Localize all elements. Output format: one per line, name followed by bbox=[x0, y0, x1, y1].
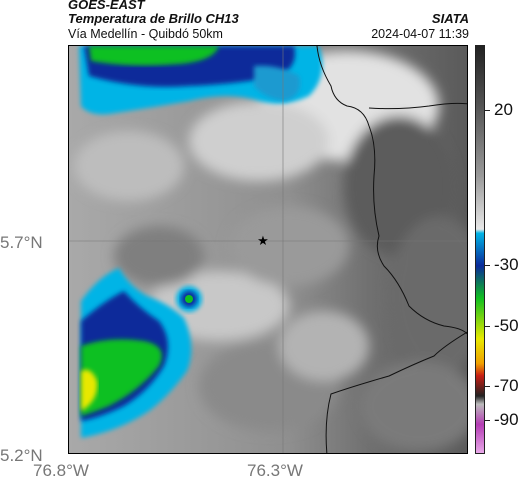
route-subtitle: Vía Medellín - Quibdó 50km bbox=[68, 27, 223, 41]
colorbar-tick bbox=[485, 265, 490, 266]
colorbar-tick bbox=[485, 326, 490, 327]
colorbar-label-20: 20 bbox=[494, 100, 513, 119]
grid-lines bbox=[69, 46, 467, 453]
cold-cloud-top-north bbox=[79, 46, 323, 115]
location-marker[interactable]: ★ bbox=[257, 233, 269, 248]
colorbar-label-minus-30: -30 bbox=[494, 255, 519, 274]
star-icon: ★ bbox=[257, 233, 269, 248]
colorbar bbox=[475, 45, 485, 454]
lon-label-76-8: 76.8°W bbox=[33, 461, 89, 480]
cold-cloud-top-southwest bbox=[81, 268, 202, 438]
lat-label-5-7: 5.7°N bbox=[0, 233, 43, 252]
colorbar-tick bbox=[485, 420, 490, 421]
colorbar-label-minus-90: -90 bbox=[494, 410, 519, 429]
colorbar-tick bbox=[485, 386, 490, 387]
timestamp-label: 2024-04-07 11:39 bbox=[371, 27, 469, 41]
satellite-title: GOES-EAST bbox=[68, 0, 145, 12]
map-canvas: ★ bbox=[69, 46, 467, 453]
organization-label: SIATA bbox=[431, 11, 469, 26]
lat-label-5-2: 5.2°N bbox=[0, 446, 43, 465]
colorbar-tick bbox=[485, 110, 490, 111]
colorbar-label-minus-50: -50 bbox=[494, 316, 519, 335]
borders bbox=[316, 46, 467, 453]
product-title: Temperatura de Brillo CH13 bbox=[68, 11, 239, 26]
satellite-map[interactable]: ★ bbox=[68, 45, 468, 454]
colorbar-label-minus-70: -70 bbox=[494, 376, 519, 395]
lon-label-76-3: 76.3°W bbox=[247, 461, 303, 480]
